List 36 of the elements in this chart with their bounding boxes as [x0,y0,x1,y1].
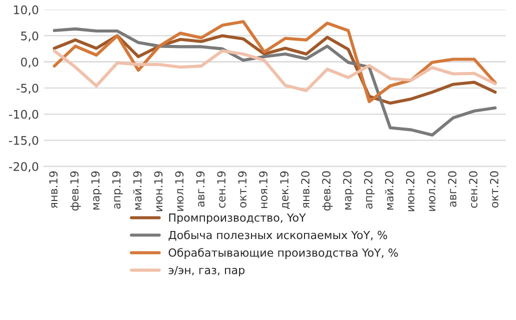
x-tick-label: сен.20 [469,171,478,208]
y-tick-label: 0,0 [21,58,38,68]
x-tick-label: май.19 [133,171,142,210]
legend-label: Промпроизводство, YoY [169,214,306,224]
y-tick-label: 10,0 [14,5,38,16]
y-tick-label: -15,0 [9,136,38,146]
x-tick-label: янв.19 [49,171,58,208]
x-tick-label: фев.20 [322,171,333,211]
x-tick-label: июн.19 [154,171,163,212]
y-tick-label: -5,0 [16,84,38,94]
legend-label: Добыча полезных ископаемых YoY, % [168,230,388,241]
y-tick-label: 5,0 [21,31,38,42]
x-tick-label: апр.19 [112,171,123,209]
x-tick-label: мар.19 [91,171,102,210]
x-tick-label: янв.20 [301,171,310,208]
x-tick-label: июн.20 [406,171,414,212]
line-series [52,27,497,137]
x-tick-label: сен.19 [217,171,226,208]
x-tick-label: апр.20 [364,171,375,209]
x-tick-label: дек.19 [280,171,290,209]
x-tick-label: авг.20 [448,171,456,207]
y-tick-label: -10,0 [9,110,38,120]
line-series [52,20,497,104]
x-tick-label: мар.20 [343,171,354,210]
x-tick-label: фев.19 [70,171,81,211]
legend-label: э/эн, газ, пар [168,266,245,276]
x-tick-label: ноя.19 [259,171,268,208]
line-series [52,49,497,92]
x-tick-label: окт.19 [238,171,247,208]
x-tick-label: июл.20 [427,171,436,211]
x-tick-label: май.20 [384,171,394,210]
y-tick-label: -20,0 [9,162,38,172]
x-tick-label: авг.19 [196,171,205,207]
legend-label: Обрабатывающие производства YoY, % [168,248,398,259]
x-tick-label: июл.19 [175,171,184,211]
x-tick-label: окт.20 [490,171,498,208]
